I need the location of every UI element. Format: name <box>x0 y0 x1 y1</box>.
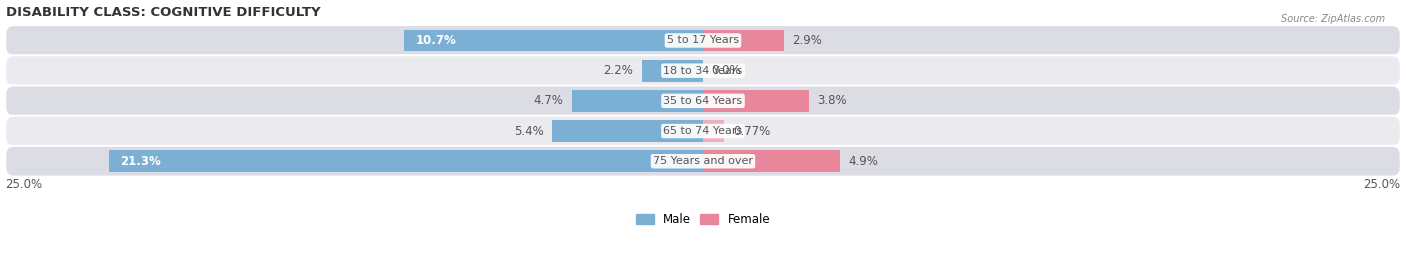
Bar <box>703 90 808 112</box>
Bar <box>703 30 785 51</box>
Text: 3.8%: 3.8% <box>817 94 846 107</box>
Text: 2.9%: 2.9% <box>792 34 823 47</box>
Text: 65 to 74 Years: 65 to 74 Years <box>664 126 742 136</box>
Text: 25.0%: 25.0% <box>6 178 42 191</box>
Text: 5 to 17 Years: 5 to 17 Years <box>666 35 740 45</box>
Text: 0.77%: 0.77% <box>733 124 770 137</box>
Legend: Male, Female: Male, Female <box>631 208 775 231</box>
Text: 35 to 64 Years: 35 to 64 Years <box>664 96 742 106</box>
Bar <box>703 150 839 172</box>
Text: 0.0%: 0.0% <box>711 64 741 77</box>
Text: 18 to 34 Years: 18 to 34 Years <box>664 66 742 76</box>
Text: Source: ZipAtlas.com: Source: ZipAtlas.com <box>1281 14 1385 23</box>
FancyBboxPatch shape <box>6 146 1400 177</box>
FancyBboxPatch shape <box>6 55 1400 86</box>
FancyBboxPatch shape <box>6 116 1400 146</box>
Bar <box>108 150 703 172</box>
Text: 5.4%: 5.4% <box>515 124 544 137</box>
FancyBboxPatch shape <box>6 25 1400 56</box>
FancyBboxPatch shape <box>6 86 1400 116</box>
Text: 2.2%: 2.2% <box>603 64 633 77</box>
Text: 25.0%: 25.0% <box>1364 178 1400 191</box>
Text: 10.7%: 10.7% <box>416 34 457 47</box>
Bar <box>641 60 703 82</box>
Bar <box>553 120 703 142</box>
Bar <box>572 90 703 112</box>
Text: 4.9%: 4.9% <box>848 155 877 168</box>
Bar <box>405 30 703 51</box>
Text: DISABILITY CLASS: COGNITIVE DIFFICULTY: DISABILITY CLASS: COGNITIVE DIFFICULTY <box>6 6 321 19</box>
Text: 75 Years and over: 75 Years and over <box>652 156 754 166</box>
Bar <box>703 120 724 142</box>
Text: 21.3%: 21.3% <box>120 155 160 168</box>
Text: 4.7%: 4.7% <box>534 94 564 107</box>
